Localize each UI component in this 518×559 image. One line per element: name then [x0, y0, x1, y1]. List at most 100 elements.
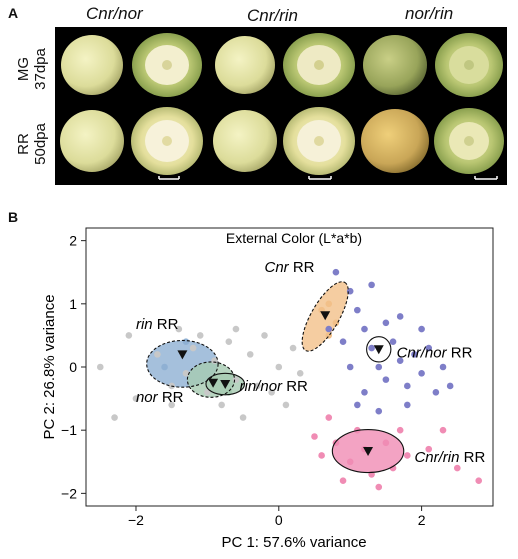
- scale-bar-nor-rin: [474, 176, 498, 180]
- scatter-point: [161, 363, 168, 371]
- scatter-point: [325, 414, 333, 421]
- fruit-mg-cnr-rin-cut: [283, 33, 355, 97]
- scatter-point: [182, 370, 190, 377]
- y-tick-label: −2: [61, 485, 77, 501]
- scatter-point: [132, 395, 140, 402]
- fruit-mg-nor-rin-whole: [363, 35, 427, 95]
- group-centroids: [177, 311, 384, 457]
- scatter-point: [361, 388, 368, 396]
- scatter-point: [346, 363, 354, 371]
- scatter-point: [375, 407, 383, 415]
- annotation-stage: RR: [459, 449, 485, 466]
- annotation-genotype: rin/nor: [240, 378, 284, 395]
- group-annotation: Cnr/rin RR: [414, 449, 485, 466]
- scatter-point: [196, 332, 204, 339]
- group-annotation: rin RR: [136, 316, 179, 333]
- chart-title: External Color (L*a*b): [226, 230, 362, 246]
- scatter-point: [425, 445, 433, 453]
- scatter-point: [125, 332, 133, 339]
- y-tick-label: 1: [69, 296, 77, 312]
- scatter-point: [346, 458, 354, 466]
- scatter-point: [232, 325, 240, 333]
- scatter-point: [111, 414, 118, 421]
- scatter-point: [375, 363, 383, 371]
- fruit-rr-cnr-rin-whole: [213, 110, 277, 172]
- scatter-point: [439, 426, 447, 434]
- scatter-point: [261, 332, 268, 339]
- scatter-point: [396, 426, 404, 434]
- axis-ticks: −2 0 2 −2 −1 0 1 2: [61, 233, 426, 528]
- scatter-point: [332, 268, 340, 276]
- scatter-point: [282, 401, 290, 409]
- annotation-stage: RR: [153, 316, 179, 333]
- centroid-marker: [363, 447, 374, 457]
- scatter-point: [439, 363, 447, 371]
- y-tick-label: 2: [69, 233, 77, 249]
- annotation-genotype: Cnr/rin: [414, 449, 459, 466]
- scatter-point: [182, 338, 190, 346]
- scatter-point: [354, 306, 361, 314]
- fruit-rr-cnr-rin-cut: [283, 107, 355, 175]
- annotation-stage: RR: [158, 389, 184, 406]
- group-annotation: rin/nor RR: [240, 378, 309, 395]
- scatter-point: [361, 325, 368, 333]
- group-ellipse-outlines: [146, 281, 405, 474]
- scatter-point: [311, 433, 318, 440]
- panel-b-label: B: [8, 209, 19, 225]
- scatter-point: [332, 319, 340, 327]
- scatter-point: [382, 439, 390, 447]
- scatter-point: [318, 452, 325, 459]
- scatter-point: [325, 300, 333, 308]
- fruit-photo-panel: [55, 27, 507, 185]
- group-ellipse-outline: [301, 281, 349, 352]
- x-tick-label: 0: [275, 512, 283, 528]
- fruit-mg-cnr-nor-whole: [61, 35, 123, 95]
- group-ellipse-outline: [331, 429, 405, 474]
- data-points: [96, 268, 483, 491]
- scatter-point: [404, 401, 411, 409]
- scatter-point: [175, 325, 183, 333]
- y-axis-label: PC 2: 26.8% variance: [41, 294, 58, 439]
- panel-a-label: A: [8, 5, 19, 21]
- scatter-point: [389, 464, 397, 472]
- group-annotation: Cnr RR: [265, 259, 315, 276]
- fruit-rr-nor-rin-cut: [434, 108, 504, 174]
- scatter-point: [232, 376, 240, 383]
- scatter-point: [275, 363, 283, 371]
- scatter-point: [375, 483, 383, 491]
- scatter-point: [382, 376, 390, 383]
- scatter-point: [225, 338, 233, 346]
- centroid-marker: [373, 345, 384, 355]
- centroid-marker: [320, 311, 331, 321]
- group-annotation: Cnr/nor RR: [397, 345, 473, 362]
- fruit-photographs: [60, 33, 504, 180]
- scatter-point: [396, 313, 404, 320]
- annotation-genotype: nor: [136, 389, 159, 406]
- scatter-point: [325, 325, 333, 333]
- scatter-point: [246, 351, 254, 358]
- scatter-point: [239, 414, 247, 421]
- group-ellipse-outline: [205, 372, 246, 396]
- scatter-point: [396, 357, 404, 364]
- scatter-point: [411, 351, 418, 358]
- x-axis-label: PC 1: 57.6% variance: [221, 534, 366, 551]
- fruit-rr-nor-rin-whole: [361, 109, 429, 173]
- scale-bar-cnr-rin: [308, 176, 332, 180]
- scatter-point: [296, 370, 304, 377]
- scatter-point: [354, 401, 361, 409]
- scatter-point: [446, 382, 454, 390]
- group-annotation: nor RR: [136, 389, 184, 406]
- scatter-point: [254, 382, 261, 390]
- annotation-genotype: Cnr: [265, 259, 290, 276]
- group-ellipse-outline: [186, 361, 236, 398]
- scale-bar-cnr-nor: [158, 176, 180, 180]
- scatter-point: [218, 401, 225, 409]
- scatter-point: [404, 382, 411, 390]
- scatter-point: [289, 344, 297, 352]
- scatter-point: [382, 319, 390, 327]
- scatter-point: [418, 370, 425, 377]
- scatter-point: [368, 344, 375, 352]
- group-title-cnr-rin: Cnr/rin: [247, 6, 299, 25]
